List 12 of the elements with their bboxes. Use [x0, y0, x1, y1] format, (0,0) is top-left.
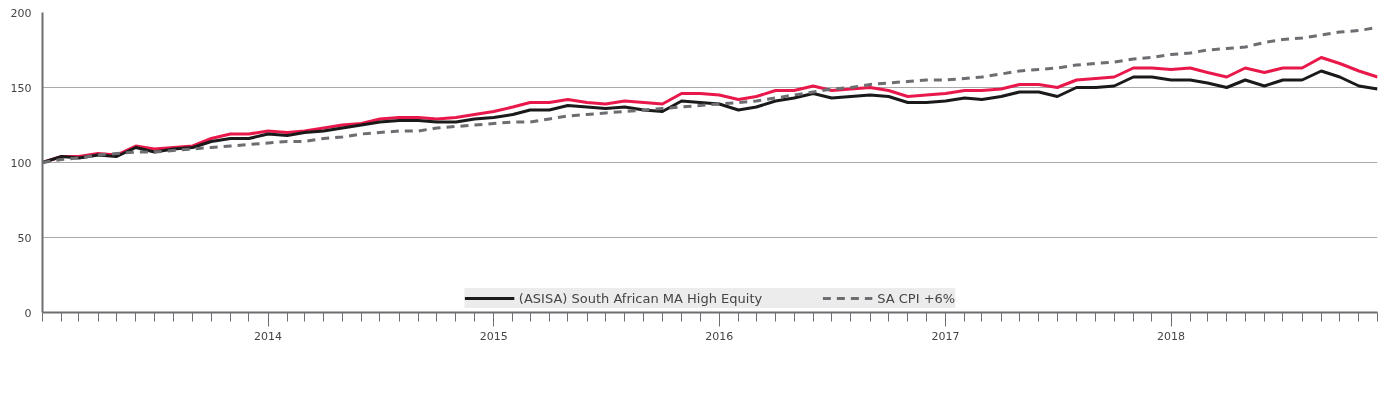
legend-label: SA CPI +6% — [877, 290, 956, 306]
y-tick-label: 200 — [10, 6, 32, 20]
x-tick-label: 2014 — [254, 329, 283, 343]
x-tick-label: 2015 — [479, 329, 508, 343]
legend-label: (ASISA) South African MA High Equity — [518, 290, 763, 306]
x-tick-label: 2017 — [931, 329, 960, 343]
x-tick-label: 2016 — [705, 329, 734, 343]
y-tick-label: 50 — [17, 231, 32, 245]
y-tick-label: 0 — [24, 306, 32, 320]
x-tick-label: 2018 — [1157, 329, 1186, 343]
y-tick-label: 100 — [10, 156, 32, 170]
y-tick-label: 150 — [10, 81, 32, 95]
